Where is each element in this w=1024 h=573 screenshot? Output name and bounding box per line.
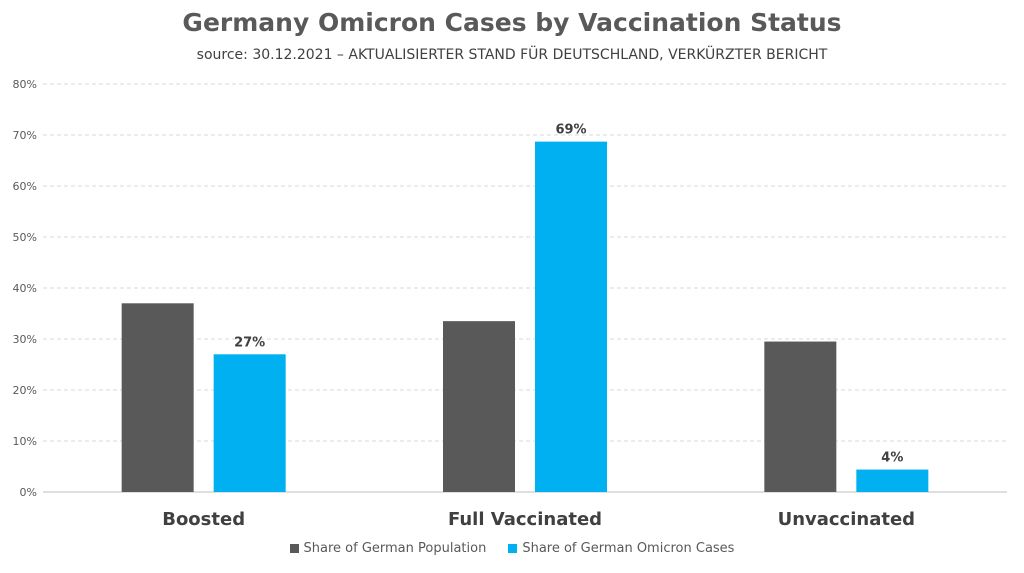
legend-swatch-omicron-cases [508,544,518,553]
y-tick-label: 0% [20,486,37,499]
legend-label-omicron-cases: Share of German Omicron Cases [522,541,735,556]
legend-label-population: Share of German Population [303,541,487,556]
y-tick-label: 60% [13,180,37,193]
x-category-label: Full Vaccinated [448,509,602,530]
y-tick-label: 50% [13,231,37,244]
legend-item-omicron-cases: Share of German Omicron Cases [508,541,734,556]
bar-omicron-cases [856,469,929,492]
bar-population [764,341,837,492]
chart-subtitle: source: 30.12.2021 – AKTUALISIERTER STAN… [196,47,828,63]
data-label: 69% [555,123,586,138]
x-category-label: Boosted [162,509,245,530]
chart-title: Germany Omicron Cases by Vaccination Sta… [182,8,842,37]
bar-omicron-cases [213,354,286,492]
bar-population [121,303,194,492]
y-tick-label: 70% [13,129,37,142]
y-tick-label: 20% [13,384,37,397]
data-label: 4% [881,451,903,466]
legend-swatch-population [289,544,299,553]
y-tick-label: 80% [13,78,37,91]
x-category-label: Unvaccinated [778,509,915,530]
y-tick-label: 30% [13,333,37,346]
y-tick-label: 40% [13,282,37,295]
legend-item-population: Share of German Population [289,541,487,556]
legend: Share of German Population Share of Germ… [0,541,1024,556]
bar-population [443,321,515,492]
data-label: 27% [234,335,265,350]
bar-omicron-cases [535,141,607,492]
y-tick-label: 10% [13,435,37,448]
